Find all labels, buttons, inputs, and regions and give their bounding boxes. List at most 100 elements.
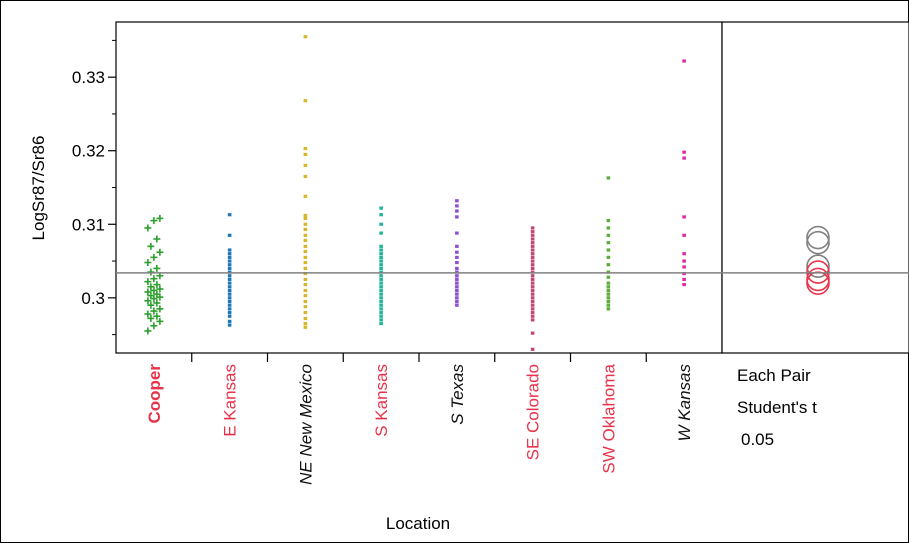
- data-point: [303, 216, 308, 220]
- data-point: [530, 299, 535, 304]
- data-point: [227, 303, 232, 307]
- data-point: [303, 282, 308, 287]
- data-point: [606, 233, 611, 237]
- data-point: [530, 237, 535, 241]
- data-point: [682, 252, 686, 256]
- data-point: [227, 323, 232, 327]
- data-point: [530, 331, 535, 335]
- data-point: [379, 263, 383, 267]
- data-point: [682, 259, 686, 263]
- data-point: [303, 299, 308, 304]
- data-point: [606, 303, 611, 307]
- data-point: [379, 255, 383, 259]
- data-point: [455, 260, 459, 265]
- data-point: [379, 310, 383, 315]
- data-point: [606, 288, 611, 293]
- data-point: [227, 233, 232, 237]
- data-point: [147, 301, 155, 309]
- data-point: [530, 226, 535, 230]
- data-point: [303, 238, 308, 243]
- data-point: [227, 252, 232, 256]
- data-point: [156, 248, 164, 256]
- data-point: [455, 299, 459, 304]
- data-points: [144, 35, 686, 351]
- data-point: [682, 277, 686, 282]
- data-point: [379, 288, 383, 293]
- data-point: [379, 222, 383, 226]
- data-point: [144, 278, 152, 286]
- data-point: [455, 244, 459, 248]
- data-point: [606, 281, 611, 285]
- data-point: [530, 314, 535, 318]
- data-point: [530, 277, 535, 282]
- data-point: [530, 266, 535, 271]
- comparison-circles-panel: [721, 21, 909, 354]
- data-point: [147, 292, 155, 300]
- x-tick-label: S Kansas: [372, 364, 391, 437]
- data-point: [144, 288, 152, 296]
- data-point: [379, 285, 383, 289]
- data-point: [606, 263, 611, 267]
- data-point: [606, 299, 611, 304]
- data-point: [455, 199, 459, 203]
- data-point: [303, 260, 308, 265]
- data-point: [303, 316, 308, 321]
- data-point: [606, 307, 611, 311]
- data-point: [227, 288, 232, 293]
- data-point: [303, 305, 308, 309]
- data-point: [379, 292, 383, 296]
- data-point: [227, 277, 232, 282]
- data-point: [227, 310, 232, 315]
- data-point: [153, 264, 161, 272]
- data-point: [379, 296, 383, 300]
- data-point: [303, 249, 308, 254]
- data-point: [303, 163, 308, 168]
- data-point: [379, 274, 383, 278]
- data-point: [303, 194, 308, 198]
- data-point: [455, 292, 459, 296]
- comparison-circle: [806, 230, 830, 255]
- data-point: [150, 217, 158, 225]
- x-tick-label: SE Colorado: [524, 364, 543, 460]
- data-point: [530, 230, 535, 234]
- data-point: [156, 214, 164, 222]
- data-point: [379, 299, 383, 304]
- data-point: [303, 321, 308, 326]
- data-point: [227, 213, 232, 217]
- comparison-label-line-3: 0.05: [741, 430, 774, 449]
- data-point: [606, 176, 611, 180]
- data-point: [530, 292, 535, 296]
- data-point: [455, 285, 459, 289]
- data-point: [455, 231, 459, 235]
- data-point: [227, 255, 232, 259]
- data-point: [303, 99, 308, 103]
- data-point: [303, 213, 308, 218]
- data-point: [227, 281, 232, 285]
- data-point: [153, 299, 161, 307]
- comparison-circle: [806, 254, 830, 279]
- data-point: [227, 319, 232, 323]
- data-point: [227, 285, 232, 289]
- data-point: [530, 307, 535, 311]
- data-point: [379, 314, 383, 318]
- x-axis-label: Location: [386, 514, 450, 533]
- data-point: [606, 219, 611, 223]
- data-point: [303, 227, 308, 232]
- data-point: [606, 226, 611, 230]
- data-point: [303, 244, 308, 248]
- data-point: [227, 296, 232, 300]
- data-point: [303, 35, 308, 39]
- data-point: [455, 281, 459, 285]
- x-tick-label: E Kansas: [221, 364, 240, 437]
- data-point: [455, 209, 459, 213]
- data-point: [379, 252, 383, 256]
- data-point: [144, 259, 152, 267]
- comparison-circle: [806, 225, 830, 250]
- data-point: [303, 294, 308, 298]
- data-point: [147, 242, 155, 250]
- data-point: [379, 318, 383, 322]
- data-point: [227, 259, 232, 263]
- data-point: [455, 255, 459, 259]
- data-point: [153, 290, 161, 298]
